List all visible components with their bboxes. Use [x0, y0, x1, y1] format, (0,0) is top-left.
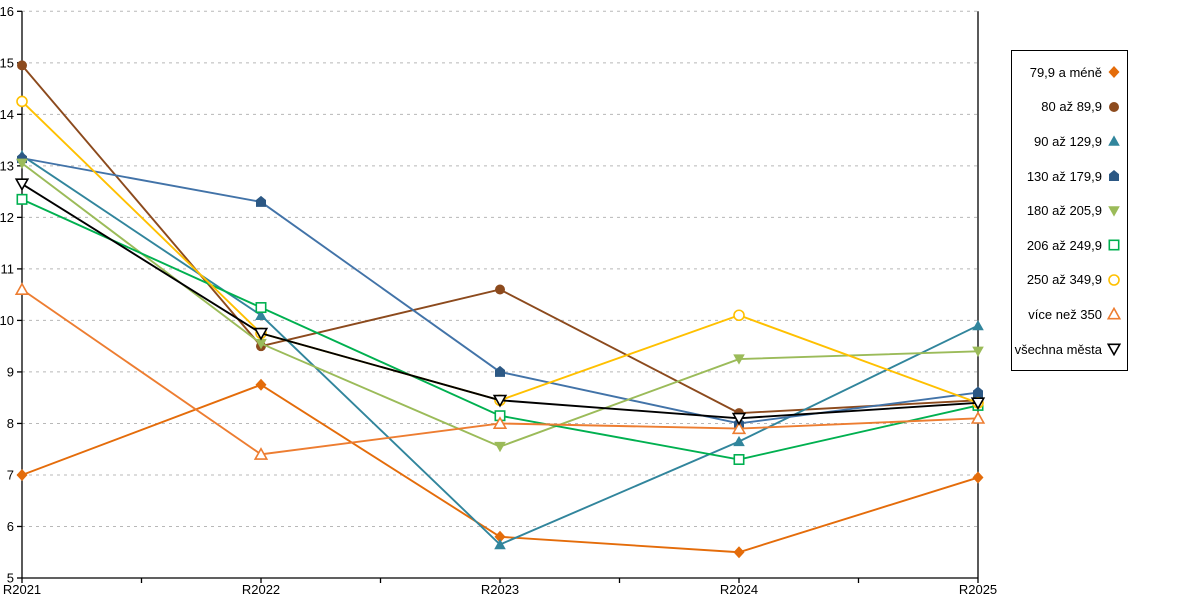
- x-axis-label: R2025: [959, 582, 997, 597]
- y-axis-label: 9: [7, 364, 14, 379]
- y-axis-label: 13: [0, 158, 14, 173]
- legend-item: 79,9 a méně: [1012, 55, 1127, 90]
- legend-label: 130 až 179,9: [1026, 168, 1102, 184]
- legend-marker-circle-icon: [1109, 101, 1119, 112]
- data-point: [731, 421, 747, 435]
- data-point: [492, 416, 508, 429]
- legend-label: 80 až 89,9: [1041, 99, 1102, 115]
- legend-marker-triangle-down-icon: [1108, 205, 1120, 217]
- y-axis-label: 16: [0, 4, 14, 19]
- series-line: [21, 383, 979, 554]
- data-point: [973, 386, 983, 398]
- legend-label: 250 až 349,9: [1026, 272, 1102, 288]
- y-axis-label: 7: [7, 467, 14, 482]
- data-point: [255, 309, 267, 320]
- data-point: [733, 454, 745, 466]
- x-axis-label: R2023: [481, 582, 519, 597]
- legend-item: 130 až 179,9: [1012, 159, 1127, 194]
- x-axis-label: R2024: [720, 582, 758, 597]
- data-point: [970, 411, 986, 424]
- y-axis-label: 6: [7, 519, 14, 534]
- legend-marker-circle-icon: [1108, 274, 1120, 286]
- data-point: [495, 365, 505, 377]
- x-axis-label: R2022: [242, 582, 280, 597]
- legend-label: více než 350: [1028, 306, 1102, 322]
- data-point: [494, 441, 506, 453]
- legend-item: 80 až 89,9: [1012, 90, 1127, 125]
- data-point: [972, 319, 984, 331]
- y-axis-label: 14: [0, 107, 14, 122]
- x-axis-label: R2021: [3, 582, 41, 597]
- y-axis-label: 11: [1, 261, 15, 276]
- data-point: [731, 412, 747, 426]
- legend-marker-square-icon: [1108, 239, 1120, 251]
- data-point: [495, 284, 505, 295]
- legend-label: všechna města: [1014, 341, 1102, 357]
- data-point: [255, 302, 267, 314]
- legend-item: 90 až 129,9: [1012, 124, 1127, 159]
- y-axis-label: 5: [7, 571, 14, 586]
- y-axis-label: 10: [0, 313, 14, 328]
- legend-marker-diamond-icon: [1108, 66, 1120, 79]
- data-point: [733, 309, 745, 322]
- chart-legend: 79,9 a méně 80 až 89,9 90 až 129,9 130 až 1…: [1011, 50, 1128, 372]
- data-point: [16, 468, 28, 481]
- legend-label: 90 až 129,9: [1034, 133, 1102, 149]
- y-axis-label: 8: [7, 416, 14, 431]
- data-point: [255, 378, 267, 391]
- series-line: [21, 183, 979, 420]
- legend-label: 79,9 a méně: [1029, 64, 1102, 80]
- legend-item: 206 až 249,9: [1012, 228, 1127, 263]
- y-axis-label: 15: [0, 55, 14, 70]
- data-point: [14, 282, 30, 295]
- legend-label: 180 až 205,9: [1026, 203, 1102, 219]
- legend-marker-triangle-down-icon: [1107, 343, 1121, 357]
- data-point: [972, 471, 984, 484]
- data-point: [253, 327, 269, 341]
- data-point: [494, 530, 506, 543]
- legend-item: 250 až 349,9: [1012, 263, 1127, 298]
- data-point: [17, 60, 27, 71]
- data-point: [256, 195, 266, 207]
- data-point: [255, 338, 267, 350]
- legend-item: více než 350: [1012, 297, 1127, 332]
- data-point: [494, 538, 506, 550]
- legend-marker-triangle-icon: [1107, 307, 1121, 320]
- legend-marker-triangle-icon: [1108, 135, 1120, 147]
- legend-label: 206 až 249,9: [1026, 237, 1102, 253]
- data-point: [972, 346, 984, 357]
- data-point: [970, 397, 986, 411]
- data-point: [733, 546, 745, 559]
- legend-item: 180 až 205,9: [1012, 193, 1127, 228]
- data-point: [16, 95, 28, 108]
- data-point: [253, 447, 269, 460]
- data-point: [733, 354, 745, 365]
- data-point: [16, 193, 28, 205]
- data-point: [16, 158, 28, 169]
- data-point: [14, 178, 30, 192]
- legend-item: všechna města: [1012, 332, 1127, 367]
- y-axis-label: 12: [0, 210, 14, 225]
- legend-marker-pentagon-icon: [1109, 170, 1119, 182]
- data-point: [492, 394, 508, 408]
- data-point: [733, 435, 745, 447]
